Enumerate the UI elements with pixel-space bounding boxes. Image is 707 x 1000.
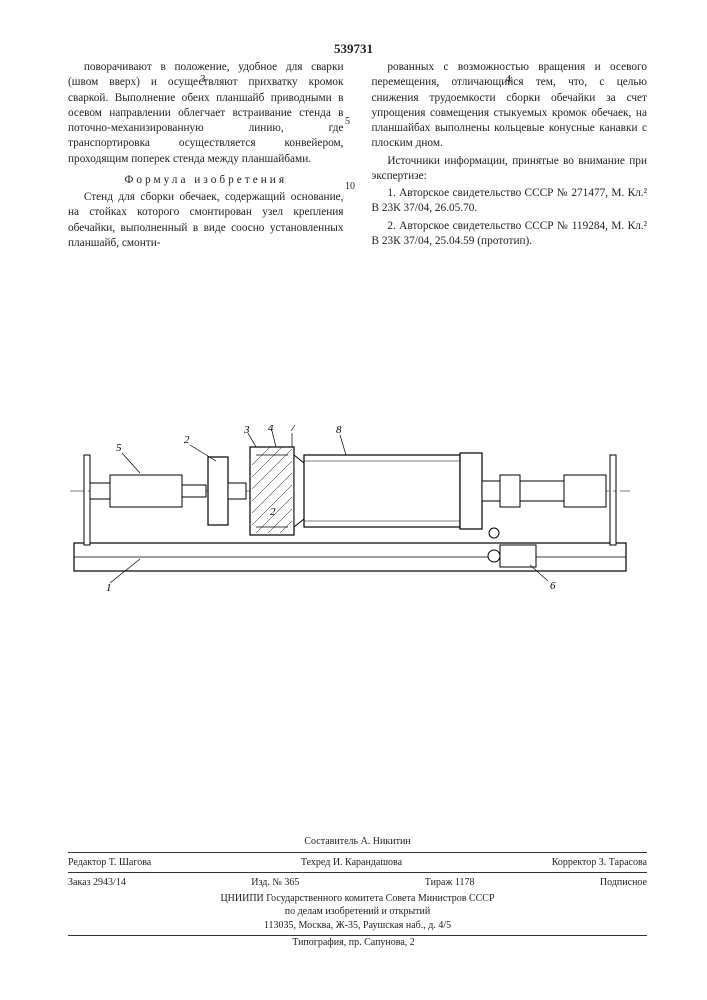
imprint-org2: по делам изобретений и открытий [68,905,647,919]
right-para-2: 1. Авторское свидетельство СССР № 271477… [372,186,648,217]
figure-label-5: 5 [116,442,122,454]
patent-number: 539731 [0,40,707,58]
left-column: поворачивают в положение, удобное для св… [68,60,344,253]
figure-label-3: 3 [243,425,250,436]
technical-drawing: 1 5 2 3 4 7 8 6 2 [70,425,630,595]
imprint-podpis: Подписное [600,876,647,890]
imprint-org1: ЦНИИПИ Государственного комитета Совета … [68,892,647,906]
divider [68,872,647,873]
imprint-order: Заказ 2943/14 [68,876,126,890]
right-column: рованных с возможностью вращения и осево… [372,60,648,253]
figure-label-8: 8 [336,425,342,436]
imprint-addr: 113035, Москва, Ж-35, Раушская наб., д. … [68,919,647,933]
figure-label-6: 6 [550,580,556,592]
imprint-editor: Редактор Т. Шагова [68,856,151,870]
imprint-techred: Техред И. Карандашова [301,856,402,870]
left-para-2: Стенд для сборки обечаек, содержащий осн… [68,190,344,251]
imprint-row-print: Заказ 2943/14 Изд. № 365 Тираж 1178 Подп… [68,876,647,890]
imprint-corrector: Корректор З. Тарасова [552,856,647,870]
figure-label-2: 2 [184,434,190,446]
imprint-izd: Изд. № 365 [251,876,299,890]
left-para-1: поворачивают в положение, удобное для св… [68,60,344,167]
imprint-row-staff: Редактор Т. Шагова Техред И. Карандашова… [68,856,647,870]
divider [68,852,647,853]
figure-label-4: 4 [268,425,274,434]
sources-heading: Источники информации, принятые во вниман… [372,154,648,185]
figure-label-7: 7 [290,425,296,434]
imprint-block: Составитель А. Никитин Редактор Т. Шагов… [68,835,647,939]
formula-heading: Формула изобретения [68,173,344,188]
text-columns: поворачивают в положение, удобное для св… [68,60,647,253]
right-para-3: 2. Авторское свидетельство СССР № 119284… [372,219,648,250]
imprint-compiler: Составитель А. Никитин [68,835,647,849]
figure-label-2b: 2 [270,506,276,518]
typography-line: Типография, пр. Сапунова, 2 [0,936,707,950]
imprint-tirazh: Тираж 1178 [425,876,475,890]
figure-label-1: 1 [106,582,112,594]
patent-page: 539731 3 4 5 10 поворачивают в положение… [0,0,707,1000]
right-para-1: рованных с возможностью вращения и осево… [372,60,648,152]
